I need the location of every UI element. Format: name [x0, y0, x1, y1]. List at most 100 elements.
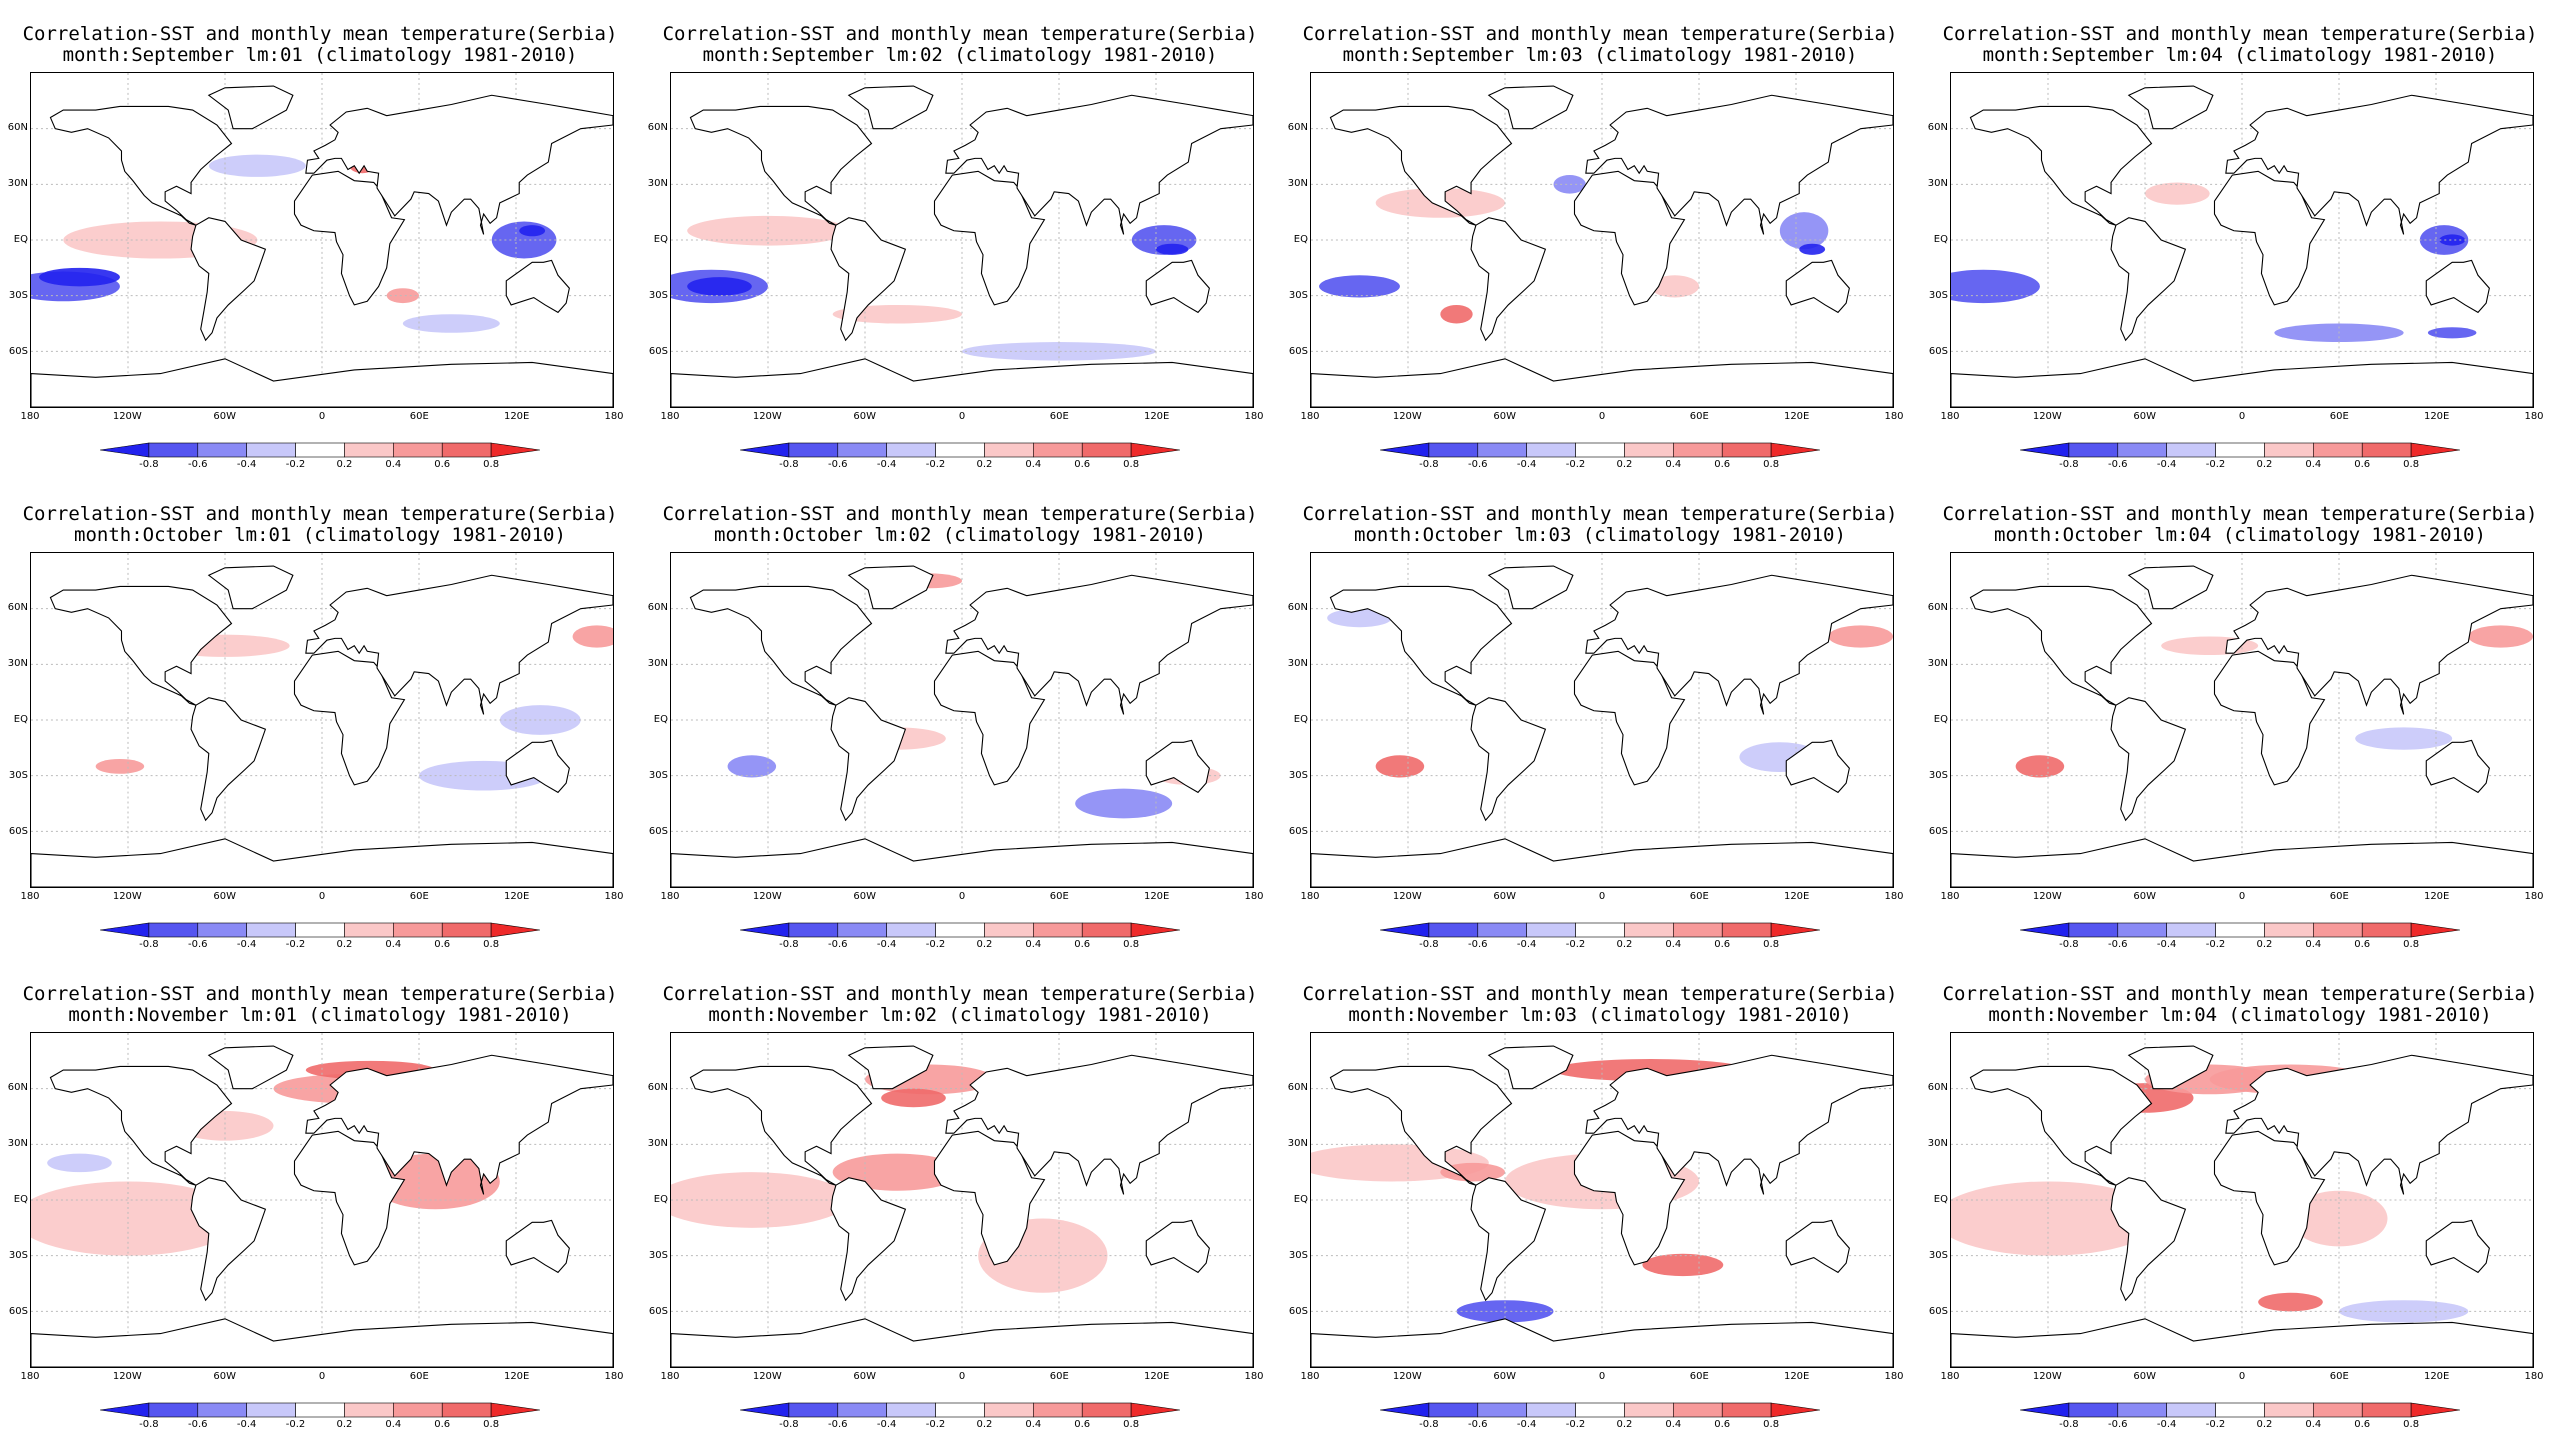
colorbar-segment	[1673, 922, 1723, 938]
colorbar-tick-label: -0.4	[876, 939, 897, 950]
longitude-label: 120E	[1143, 1371, 1170, 1382]
colorbar-segment	[1673, 1402, 1723, 1418]
correlation-map	[670, 1032, 1254, 1368]
latitude-label: EQ	[1933, 714, 1948, 725]
colorbar-tick-label: 0.8	[1123, 1419, 1140, 1430]
colorbar-segment	[490, 922, 540, 938]
colorbar-tick-label: 0.4	[385, 459, 402, 470]
correlation-anomaly	[832, 304, 962, 324]
latitude-label: 30S	[1928, 770, 1948, 781]
continent-outline	[49, 1065, 233, 1186]
colorbar-tick-label: 0.2	[2256, 459, 2273, 470]
colorbar	[1380, 1402, 1820, 1418]
longitude-label: 180	[2524, 891, 2544, 902]
colorbar-tick-label: -0.8	[139, 459, 159, 470]
continent-outline	[1470, 697, 1547, 822]
colorbar-segment	[295, 1402, 345, 1418]
correlation-map	[30, 552, 614, 888]
colorbar-segment	[935, 442, 985, 458]
longitude-label: 0	[958, 891, 966, 902]
longitude-label: 180	[20, 1371, 40, 1382]
continent-outline	[1573, 650, 1686, 786]
panel-subtitle: month:November lm:03 (climatology 1981-2…	[1348, 1004, 1852, 1026]
colorbar-tick-label: 0.6	[1074, 939, 1091, 950]
colorbar-tick-label: -0.2	[2205, 459, 2226, 470]
colorbar-tick-label: 0.8	[483, 459, 500, 470]
colorbar-segment	[1721, 922, 1772, 938]
colorbar-segment	[837, 1402, 887, 1418]
continent-outline	[1585, 1054, 1893, 1195]
correlation-anomaly	[671, 1172, 849, 1228]
colorbar-tick-label: -0.4	[1516, 939, 1537, 950]
longitude-label: 180	[660, 411, 680, 422]
continent-outline	[945, 574, 1253, 715]
colorbar-segment	[2215, 1402, 2265, 1418]
longitude-label: 180	[604, 891, 624, 902]
longitude-label: 120E	[503, 1371, 530, 1382]
latitude-label: 60S	[648, 826, 668, 837]
longitude-label: 120E	[1143, 891, 1170, 902]
correlation-map	[1310, 552, 1894, 888]
colorbar-segment	[2313, 922, 2363, 938]
colorbar-tick-label: -0.4	[2156, 1419, 2177, 1430]
correlation-map	[1310, 72, 1894, 408]
latitude-label: 60N	[1287, 602, 1308, 613]
panel-title: Correlation-SST and monthly mean tempera…	[1942, 503, 2538, 525]
correlation-anomaly	[1156, 243, 1189, 255]
latitude-label: 60S	[1928, 346, 1948, 357]
colorbar-segment	[148, 442, 199, 458]
colorbar-segment	[100, 1402, 150, 1418]
colorbar-tick-label: 0.6	[434, 1419, 451, 1430]
colorbar-segment	[2020, 1402, 2070, 1418]
panel-subtitle: month:October lm:03 (climatology 1981-20…	[1354, 524, 1846, 546]
latitude-label: 30S	[648, 1250, 668, 1261]
continent-outline	[1311, 358, 1893, 407]
panel-title: Correlation-SST and monthly mean tempera…	[1302, 23, 1898, 45]
latitude-label: 30N	[7, 178, 28, 189]
colorbar-segment	[2068, 442, 2119, 458]
colorbar-segment	[148, 922, 199, 938]
continent-outline	[31, 358, 613, 407]
longitude-label: 180	[604, 411, 624, 422]
colorbar-segment	[2215, 922, 2265, 938]
latitude-label: 60S	[648, 1306, 668, 1317]
colorbar-tick-label: 0.6	[1714, 1419, 1731, 1430]
continent-outline	[293, 170, 406, 306]
colorbar-tick-label: 0.8	[1763, 1419, 1780, 1430]
continent-outline	[2213, 650, 2326, 786]
colorbar-segment	[2166, 1402, 2216, 1418]
latitude-label: 60S	[8, 826, 28, 837]
longitude-label: 0	[1598, 1371, 1606, 1382]
latitude-label: 60N	[7, 122, 28, 133]
colorbar-segment	[393, 442, 443, 458]
longitude-label: 0	[958, 411, 966, 422]
longitude-label: 60W	[2133, 1371, 2156, 1382]
correlation-anomaly	[2468, 625, 2533, 648]
continent-outline	[1951, 838, 2533, 887]
longitude-label: 60W	[213, 411, 236, 422]
longitude-label: 60E	[1689, 411, 1709, 422]
correlation-anomaly	[1440, 1162, 1505, 1182]
continent-outline	[671, 838, 1253, 887]
latitude-label: 30N	[1287, 178, 1308, 189]
longitude-label: 180	[2524, 411, 2544, 422]
longitude-label: 180	[660, 891, 680, 902]
colorbar-segment	[2020, 922, 2070, 938]
longitude-label: 60E	[409, 411, 429, 422]
continent-outline	[207, 565, 294, 610]
colorbar-tick-label: -0.4	[876, 459, 897, 470]
colorbar-tick-label: 0.2	[976, 939, 993, 950]
continent-outline	[1487, 565, 1574, 610]
latitude-label: 30N	[7, 1138, 28, 1149]
panel-title: Correlation-SST and monthly mean tempera…	[22, 983, 618, 1005]
colorbar-segment	[1477, 442, 1527, 458]
longitude-label: 60W	[1493, 411, 1516, 422]
continent-outline	[2127, 1045, 2214, 1090]
colorbar	[740, 1402, 1180, 1418]
continent-outline	[1145, 739, 1210, 794]
panel-subtitle: month:November lm:01 (climatology 1981-2…	[68, 1004, 572, 1026]
colorbar-tick-label: 0.2	[2256, 1419, 2273, 1430]
colorbar-tick-label: -0.8	[2059, 939, 2079, 950]
colorbar-segment	[1721, 1402, 1772, 1418]
continent-outline	[1145, 1219, 1210, 1274]
